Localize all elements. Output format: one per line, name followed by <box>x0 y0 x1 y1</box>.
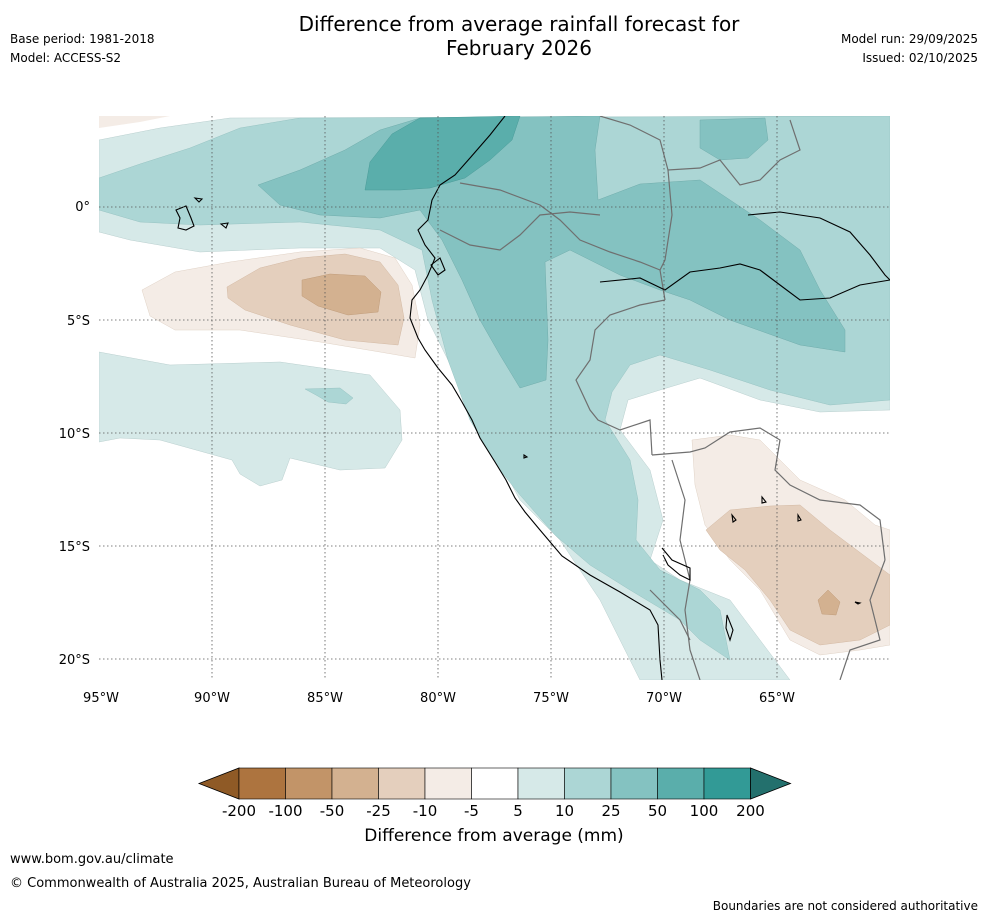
lat-label: 0° <box>75 200 90 215</box>
colorbar-segment <box>657 767 705 800</box>
anomaly-dry-5-10-top <box>99 116 170 128</box>
copyright-text: © Commonwealth of Australia 2025, Austra… <box>10 876 471 891</box>
colorbar-tick-label: 200 <box>736 802 765 820</box>
latitude-labels: 0° 5°S 10°S 15°S 20°S <box>59 200 90 668</box>
anomaly-band-5-10-west <box>99 351 403 487</box>
colorbar-tick-labels: -200 -100 -50 -25 -10 -5 5 10 25 50 100 200 <box>222 802 765 820</box>
disclaimer-text: Boundaries are not considered authoritat… <box>712 899 978 913</box>
colorbar-segment <box>331 767 379 800</box>
title-line-1: Difference from average rainfall forecas… <box>298 12 740 36</box>
country-boundaries <box>439 116 886 680</box>
colorbar-extension-low <box>197 767 240 800</box>
colorbar-title: Difference from average (mm) <box>364 826 624 846</box>
colorbar-tick-label: 25 <box>601 802 620 820</box>
colorbar-segment <box>238 767 286 800</box>
base-period-label: Base period: 1981-2018 <box>10 32 155 46</box>
colorbar-segment <box>424 767 472 800</box>
colorbar-tick-label: -10 <box>413 802 438 820</box>
model-label: Model: ACCESS-S2 <box>10 51 122 65</box>
anomaly-band-10-25-small <box>304 387 354 405</box>
colorbar-segment <box>517 767 565 800</box>
colorbar-extension-high <box>750 767 792 800</box>
colorbar-segment <box>610 767 658 800</box>
colorbar-tick-label: 50 <box>648 802 667 820</box>
issued-label: Issued: 02/10/2025 <box>862 51 978 65</box>
model-run-label: Model run: 29/09/2025 <box>840 32 978 46</box>
colorbar-segment <box>471 767 519 800</box>
anomaly-dry-25-50-se <box>817 589 841 616</box>
colorbar-segment <box>378 767 426 800</box>
colorbar-segment <box>564 767 612 800</box>
anomaly-dry-25-50 <box>301 273 382 316</box>
lon-label: 80°W <box>420 691 456 706</box>
rainfall-anomaly-field <box>99 116 890 680</box>
lon-label: 90°W <box>194 691 230 706</box>
lon-label: 85°W <box>307 691 343 706</box>
colorbar-tick-label: -200 <box>222 802 256 820</box>
colorbar-tick-label: 5 <box>513 802 523 820</box>
colorbar-tick-label: -5 <box>464 802 479 820</box>
colorbar-tick-label: -50 <box>320 802 345 820</box>
lon-label: 70°W <box>646 691 682 706</box>
page-title: Difference from average rainfall forecas… <box>0 12 988 60</box>
anomaly-dry-10-25-se <box>705 504 890 646</box>
colorbar-tick-label: 10 <box>555 802 574 820</box>
lon-label: 95°W <box>83 691 119 706</box>
longitude-labels: 95°W 90°W 85°W 80°W 75°W 70°W 65°W <box>83 691 795 706</box>
lat-label: 10°S <box>59 427 90 442</box>
colorbar-tick-label: 100 <box>690 802 719 820</box>
colorbar-tick-label: -100 <box>268 802 302 820</box>
lon-label: 75°W <box>533 691 569 706</box>
anomaly-band-25-50-ne <box>699 117 769 161</box>
colorbar-tick-label: -25 <box>366 802 391 820</box>
colorbar <box>197 767 792 800</box>
lon-label: 65°W <box>759 691 795 706</box>
anomaly-band-50-100 <box>364 116 521 191</box>
colorbar-segment <box>703 767 751 800</box>
website-link[interactable]: www.bom.gov.au/climate <box>10 852 174 867</box>
colorbar-segment <box>285 767 333 800</box>
lat-label: 20°S <box>59 653 90 668</box>
lat-label: 5°S <box>67 314 90 329</box>
title-line-2: February 2026 <box>446 36 592 60</box>
lat-label: 15°S <box>59 540 90 555</box>
